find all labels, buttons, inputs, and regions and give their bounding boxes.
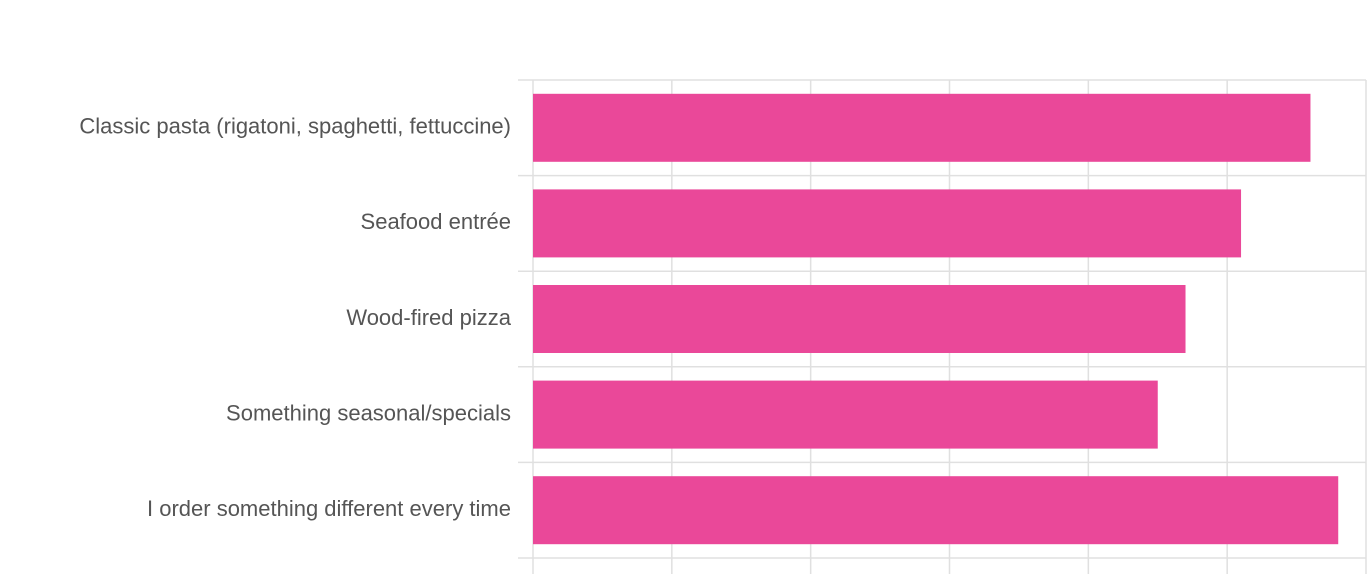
bar bbox=[533, 476, 1339, 545]
bar bbox=[533, 285, 1186, 353]
bar bbox=[533, 189, 1242, 258]
y-tick-label: I order something different every time bbox=[147, 496, 511, 521]
bar bbox=[533, 380, 1158, 449]
y-tick-label: Wood-fired pizza bbox=[346, 305, 511, 330]
y-tick-label: Seafood entrée bbox=[361, 209, 511, 234]
y-tick-label: Classic pasta (rigatoni, spaghetti, fett… bbox=[79, 114, 511, 139]
y-tick-label: Something seasonal/specials bbox=[226, 400, 511, 425]
bar bbox=[533, 93, 1311, 162]
